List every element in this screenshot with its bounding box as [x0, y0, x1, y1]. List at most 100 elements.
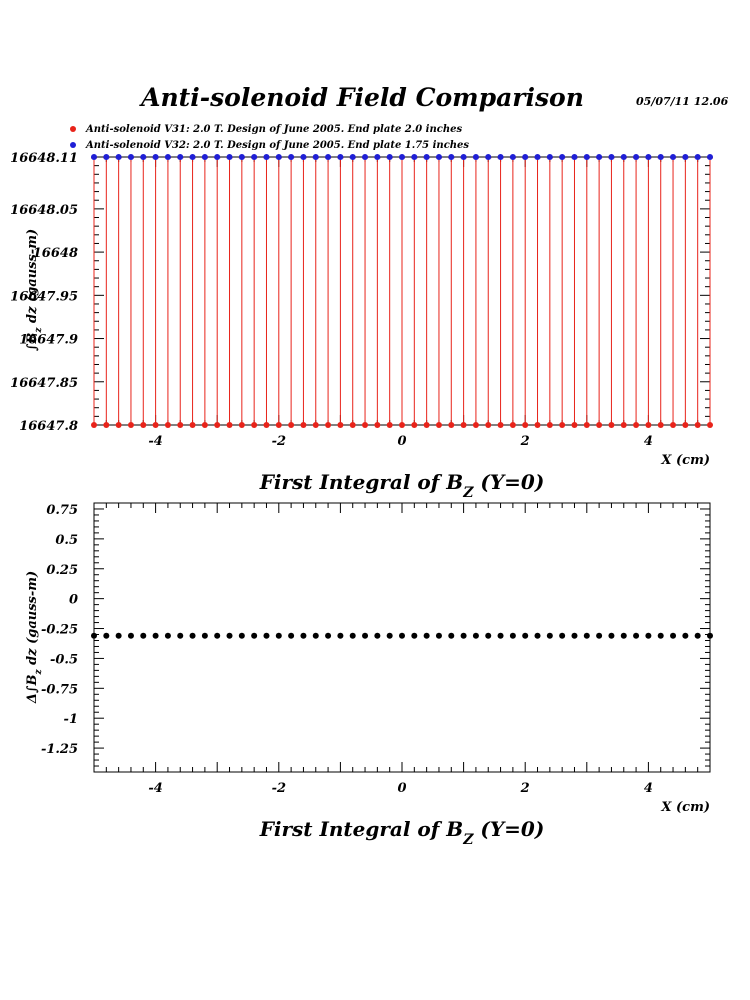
- top-chart-title: First Integral of BZ (Y=0): [259, 470, 545, 501]
- top-series-0-point: [349, 422, 356, 428]
- top-series-0-point: [423, 422, 430, 428]
- top-series-0-point: [522, 422, 529, 428]
- top-series-1-point: [645, 154, 652, 160]
- top-series-1-point: [300, 154, 307, 160]
- bottom-series-0-point: [645, 632, 652, 639]
- bottom-series-0-point: [386, 632, 393, 639]
- top-series-1-point: [325, 154, 332, 160]
- top-series-0-point: [682, 422, 689, 428]
- top-series-1-point: [91, 154, 97, 160]
- bottom-series-0-point: [152, 632, 159, 639]
- top-series-1-point: [534, 154, 541, 160]
- top-series-1-point: [670, 154, 677, 160]
- top-chart: -4 -2 0 2 4 16647.8 16647.85 16647.9 16647.95 166…: [10, 151, 713, 501]
- top-series-0-point: [399, 422, 405, 428]
- top-series-0-point: [152, 422, 159, 428]
- bottom-series-0-point: [115, 632, 122, 639]
- bottom-x-tick-label: 0: [397, 781, 406, 796]
- top-series-1-point: [497, 154, 504, 160]
- top-series-1-point: [386, 154, 393, 160]
- bottom-series-0-point: [460, 632, 467, 639]
- bottom-series-0-point: [349, 632, 356, 639]
- bottom-series-0-point: [140, 632, 147, 639]
- top-series-0-point: [325, 422, 332, 428]
- top-series-1-point: [127, 154, 134, 160]
- bottom-series-0-point: [435, 632, 442, 639]
- bottom-tick-marks: [93, 502, 711, 773]
- bottom-data-marks: [91, 632, 713, 639]
- top-x-axis-label: X (cm): [660, 453, 710, 468]
- bottom-series-0-point: [522, 632, 529, 639]
- legend-label-v32: Anti-solenoid V32: 2.0 T. Design of June…: [86, 139, 470, 151]
- bottom-series-0-point: [337, 632, 344, 639]
- bottom-y-tick-label: 0: [69, 593, 78, 608]
- bottom-y-tick-label: 0.25: [46, 563, 78, 578]
- bottom-series-0-point: [127, 632, 134, 639]
- top-series-0-point: [534, 422, 541, 428]
- top-series-0-point: [559, 422, 566, 428]
- bottom-series-0-point: [448, 632, 455, 639]
- top-series-0-point: [189, 422, 196, 428]
- top-series-0-point: [657, 422, 664, 428]
- bottom-series-0-point: [263, 632, 270, 639]
- bottom-series-0-point: [620, 632, 627, 639]
- top-series-0-point: [546, 422, 553, 428]
- top-series-1-point: [423, 154, 430, 160]
- top-series-0-point: [362, 422, 369, 428]
- top-series-1-point: [682, 154, 689, 160]
- top-x-tick-label: 2: [520, 434, 530, 449]
- top-series-1-point: [460, 154, 467, 160]
- top-series-1-point: [694, 154, 701, 160]
- top-series-1-point: [164, 154, 171, 160]
- top-series-0-point: [374, 422, 381, 428]
- bottom-series-0-point: [596, 632, 603, 639]
- top-series-0-point: [214, 422, 221, 428]
- top-series-0-point: [571, 422, 578, 428]
- bottom-y-tick-label: 0.5: [55, 533, 78, 548]
- top-series-0-point: [645, 422, 652, 428]
- top-series-0-point: [164, 422, 171, 428]
- top-series-0-point: [694, 422, 701, 428]
- bottom-series-0-point: [509, 632, 516, 639]
- bottom-chart-title: First Integral of BZ (Y=0): [259, 817, 545, 848]
- bottom-x-tick-label: 4: [644, 781, 653, 796]
- top-series-0-point: [670, 422, 677, 428]
- bottom-series-0-point: [312, 632, 319, 639]
- top-series-0-point: [312, 422, 319, 428]
- bottom-series-0-point: [288, 632, 295, 639]
- bottom-y-tick-label: -0.75: [41, 682, 78, 697]
- bottom-series-0-point: [238, 632, 245, 639]
- bottom-y-tick-label: -0.25: [41, 623, 78, 638]
- bottom-series-0-point: [423, 632, 430, 639]
- top-x-tick-label: -4: [148, 434, 162, 449]
- bottom-series-0-point: [657, 632, 664, 639]
- top-series-1-point: [140, 154, 147, 160]
- top-series-1-point: [374, 154, 381, 160]
- top-series-1-point: [226, 154, 233, 160]
- top-series-0-point: [460, 422, 467, 428]
- red-dot-icon: [70, 126, 76, 132]
- top-series-0-point: [201, 422, 208, 428]
- bottom-series-0-point: [164, 632, 171, 639]
- top-series-1-point: [189, 154, 196, 160]
- top-series-1-point: [288, 154, 295, 160]
- top-series-0-point: [226, 422, 233, 428]
- top-series-1-point: [275, 154, 282, 160]
- top-series-0-point: [435, 422, 442, 428]
- top-series-1-point: [251, 154, 258, 160]
- bottom-series-0-point: [103, 632, 110, 639]
- top-series-1-point: [411, 154, 418, 160]
- bottom-x-axis-label: X (cm): [660, 800, 710, 815]
- top-x-tick-label: 4: [644, 434, 653, 449]
- top-series-0-point: [583, 422, 590, 428]
- bottom-series-0-point: [399, 632, 405, 639]
- bottom-series-0-point: [559, 632, 566, 639]
- top-series-0-point: [288, 422, 295, 428]
- bottom-series-0-point: [670, 632, 677, 639]
- legend-entry-v32: Anti-solenoid V32: 2.0 T. Design of June…: [70, 138, 469, 152]
- top-series-0-point: [633, 422, 640, 428]
- top-series-1-point: [263, 154, 270, 160]
- top-y-tick-label: 16647.8: [19, 419, 78, 434]
